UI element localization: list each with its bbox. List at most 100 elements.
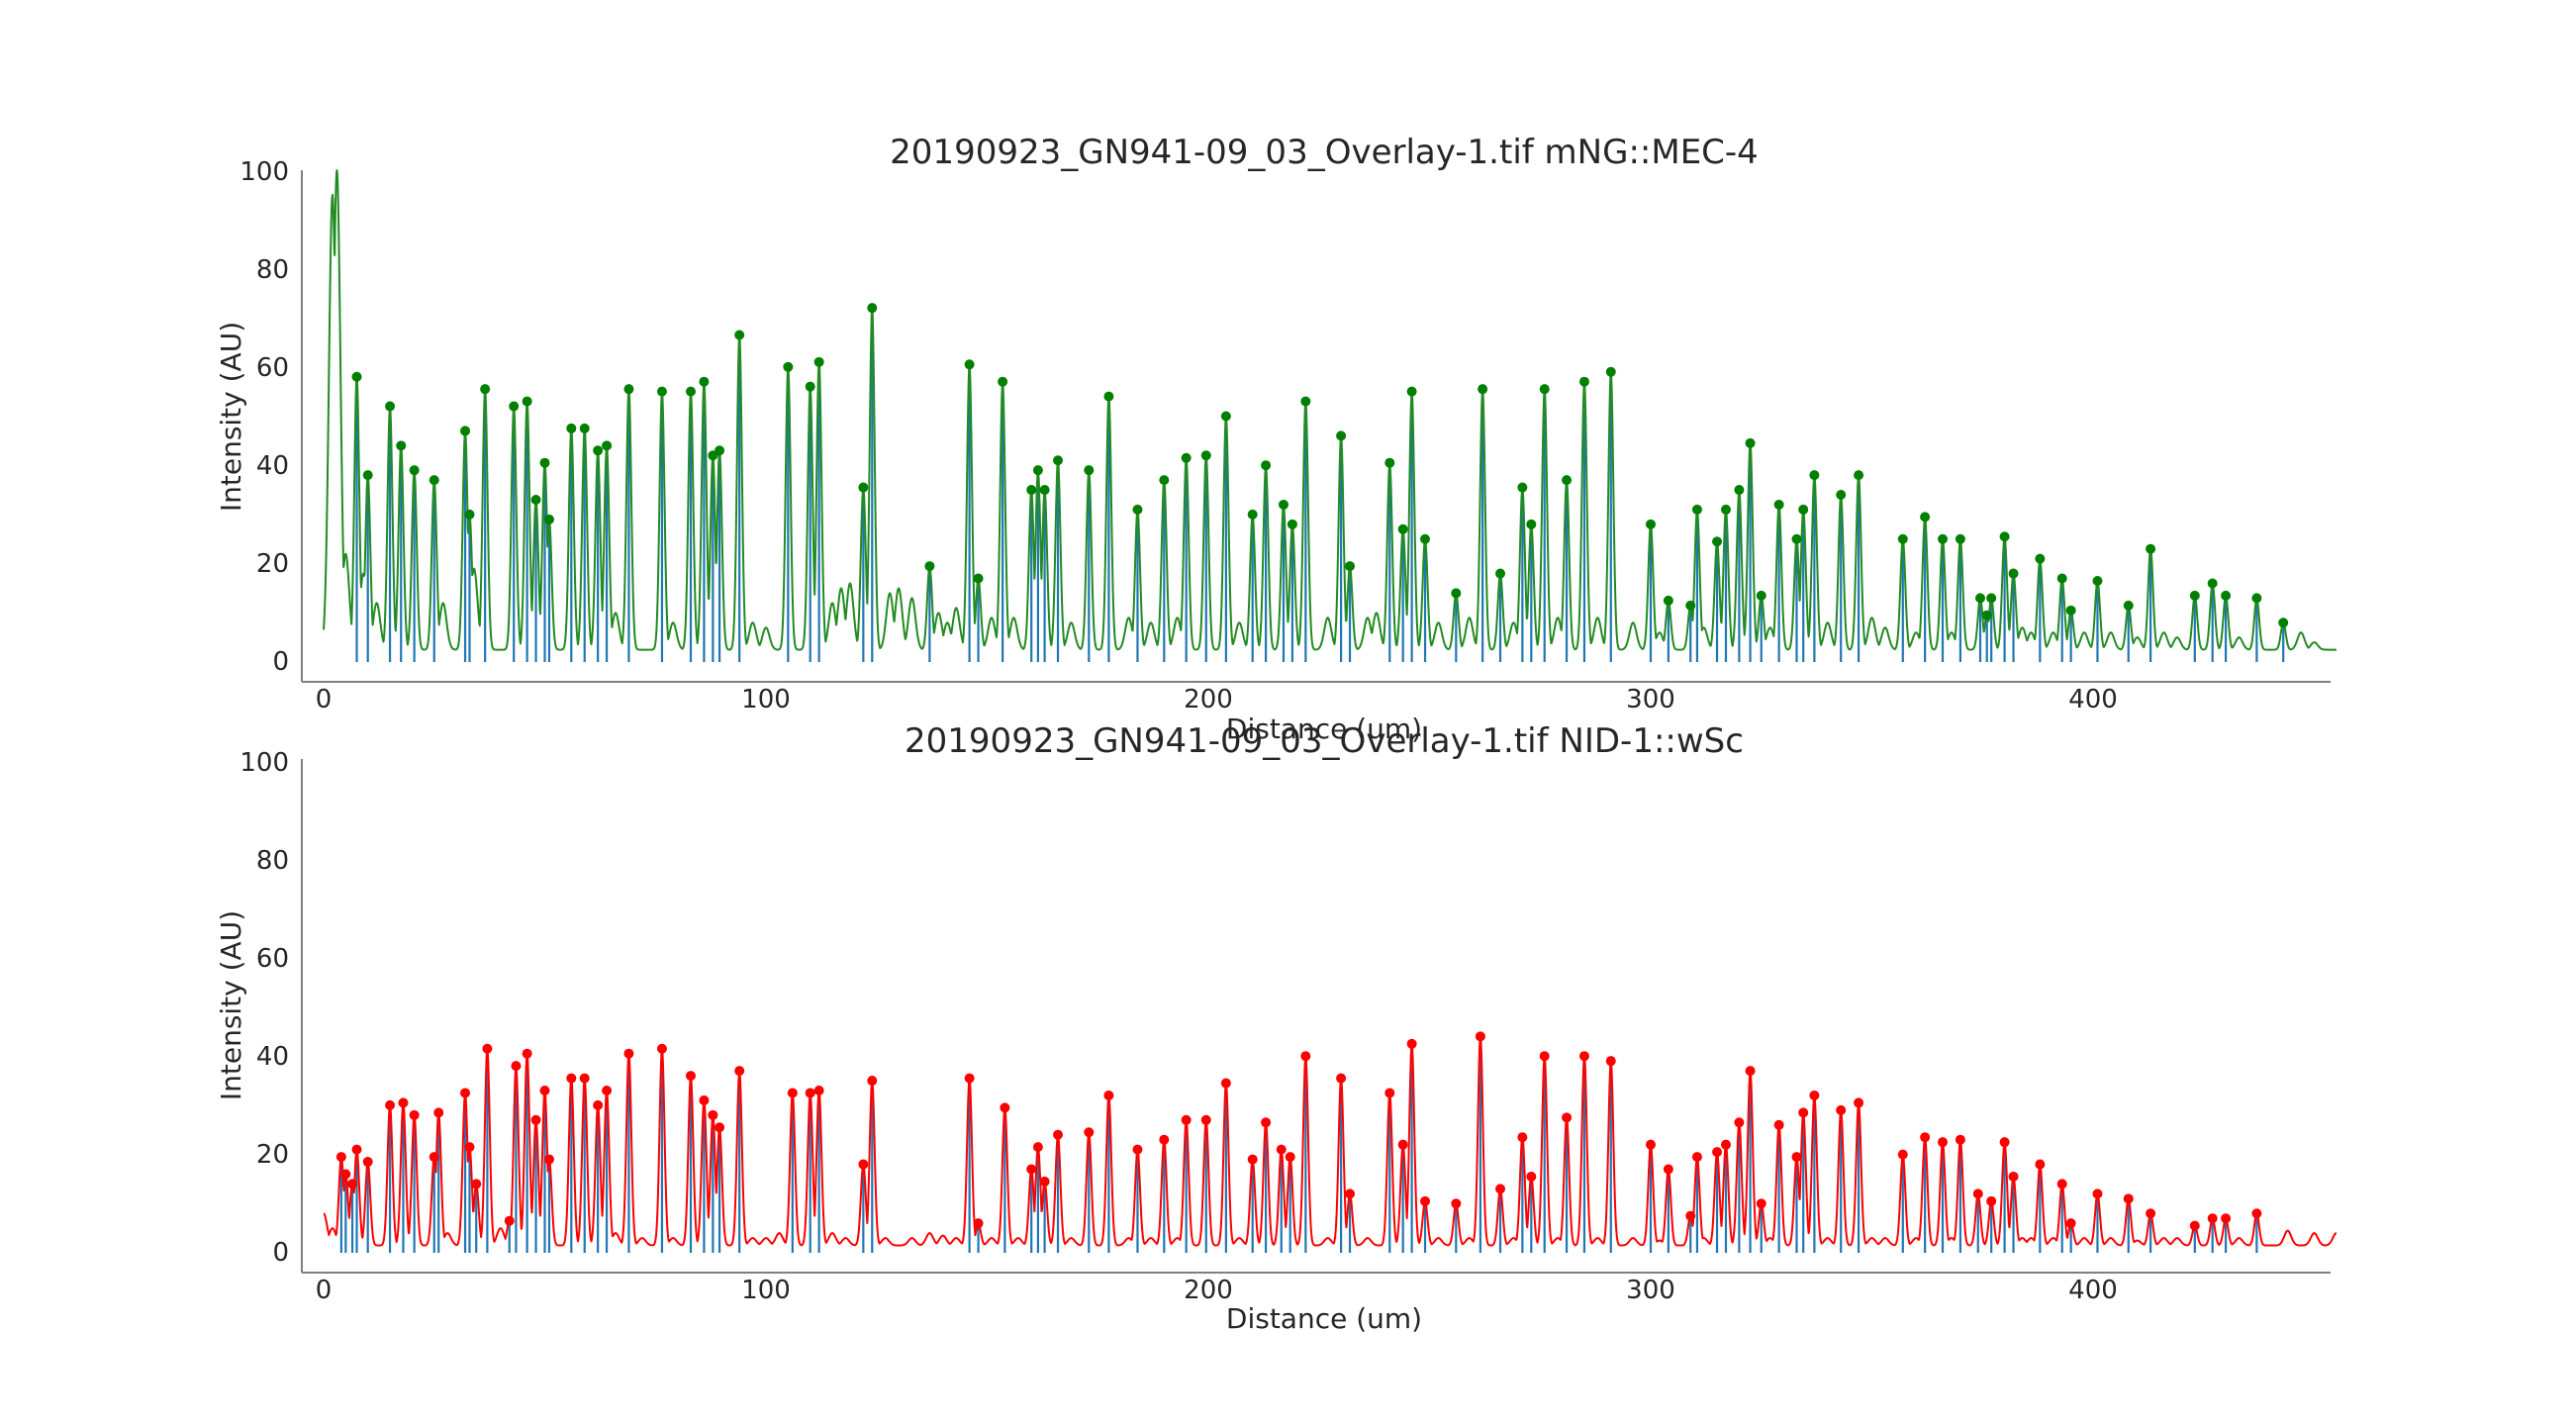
peak-marker: [1685, 1210, 1696, 1221]
plot-area: [323, 1031, 2337, 1253]
x-tick-label: 100: [741, 1276, 791, 1305]
x-tick-label: 0: [316, 1276, 333, 1305]
peak-marker: [1278, 499, 1288, 510]
peak-marker: [1336, 1073, 1347, 1084]
peak-marker: [1691, 504, 1702, 515]
peak-marker: [1026, 1164, 1037, 1175]
peak-marker: [1734, 485, 1745, 496]
peak-marker: [396, 440, 407, 451]
peak-marker: [1663, 1164, 1673, 1175]
peak-marker: [1734, 1117, 1745, 1128]
peak-marker: [1276, 1144, 1287, 1155]
peak-marker: [1000, 1102, 1010, 1113]
peak-marker: [543, 514, 554, 524]
peak-marker: [347, 1179, 358, 1189]
peak-marker: [566, 423, 577, 433]
peak-marker: [1026, 485, 1037, 496]
peak-marker: [1285, 1152, 1295, 1163]
peak-marker: [858, 1159, 869, 1170]
peak-marker: [1159, 475, 1170, 486]
y-tick-label: 0: [272, 1238, 289, 1268]
peak-marker: [1986, 593, 1997, 604]
plot-area: [323, 169, 2337, 662]
peak-marker: [1986, 1195, 1997, 1206]
peak-marker: [1646, 1139, 1656, 1150]
peak-marker: [579, 1073, 590, 1084]
peak-marker: [409, 465, 420, 476]
y-tick-label: 20: [256, 549, 289, 579]
peak-marker: [805, 381, 815, 392]
peak-marker: [1685, 600, 1696, 611]
peak-marker: [1181, 1114, 1192, 1125]
peak-marker: [1999, 1137, 2010, 1148]
peak-marker: [1384, 457, 1395, 468]
peak-marker: [686, 1071, 697, 1082]
peak-marker: [409, 1109, 420, 1120]
x-tick-label: 200: [1184, 1276, 1233, 1305]
peak-marker: [543, 1154, 554, 1165]
peak-marker: [1247, 509, 1258, 520]
peak-marker: [734, 1066, 745, 1077]
peak-marker: [1526, 519, 1537, 529]
peak-marker: [480, 384, 491, 395]
peak-marker: [1345, 561, 1356, 572]
peak-marker: [340, 1169, 351, 1180]
peak-marker: [1756, 590, 1766, 601]
peak-marker: [1605, 1056, 1616, 1067]
peak-marker: [1517, 482, 1528, 493]
peak-marker: [656, 386, 667, 397]
peak-marker: [715, 445, 725, 456]
peak-marker: [1495, 1184, 1506, 1194]
peak-marker: [1517, 1132, 1528, 1143]
peak-marker: [1920, 512, 1931, 522]
peak-marker: [2065, 605, 2076, 616]
peak-marker: [522, 396, 532, 407]
peak-marker: [602, 440, 613, 451]
peak-marker: [1261, 460, 1272, 471]
peak-marker: [1420, 1195, 1431, 1206]
y-tick-label: 100: [239, 157, 289, 187]
peak-marker: [1451, 1198, 1462, 1209]
x-axis-label: Distance (um): [1226, 712, 1422, 745]
peak-marker: [1745, 1066, 1756, 1077]
peak-marker: [530, 494, 541, 505]
peak-marker: [1920, 1132, 1931, 1143]
peak-marker: [1836, 1104, 1847, 1115]
peak-marker: [471, 1179, 482, 1189]
peak-marker: [504, 1215, 515, 1226]
x-tick-label: 300: [1626, 1276, 1675, 1305]
peak-marker: [429, 1152, 439, 1163]
peak-marker: [351, 1144, 362, 1155]
peak-marker: [1053, 1129, 1064, 1140]
peak-marker: [2251, 1208, 2262, 1219]
peak-marker: [1712, 1147, 1723, 1158]
y-tick-labels: 0 20 40 60 80 100: [239, 748, 289, 1268]
peak-marker: [2189, 590, 2200, 601]
peak-marker: [1562, 475, 1573, 486]
peak-marker: [1745, 437, 1756, 448]
peak-marker: [2189, 1220, 2200, 1231]
peak-marker: [1712, 536, 1723, 547]
x-tick-labels: 0 100 200 300 400: [316, 1276, 2118, 1305]
peak-marker: [1691, 1152, 1702, 1163]
chart-title: 20190923_GN941-09_03_Overlay-1.tif mNG::…: [890, 133, 1759, 172]
peak-marker: [1336, 430, 1347, 441]
x-tick-label: 400: [2068, 685, 2118, 714]
peak-marker: [1039, 485, 1050, 496]
peak-marker: [1539, 384, 1550, 395]
peak-marker: [1200, 1114, 1211, 1125]
series-line: [323, 1035, 2337, 1247]
peak-marker: [1475, 1031, 1485, 1042]
peak-marker: [1032, 1142, 1043, 1153]
peak-marker: [398, 1097, 409, 1108]
series-line: [323, 169, 2337, 651]
peak-marker: [787, 1088, 798, 1098]
peak-marker: [1397, 523, 1408, 534]
peak-marker: [1420, 533, 1431, 544]
chart-panel-mec4: 20190923_GN941-09_03_Overlay-1.tif mNG::…: [215, 133, 2337, 745]
y-tick-label: 60: [256, 353, 289, 383]
peak-marker: [2092, 576, 2103, 586]
peak-marker: [1972, 1188, 1983, 1199]
peak-marker: [998, 376, 1008, 387]
